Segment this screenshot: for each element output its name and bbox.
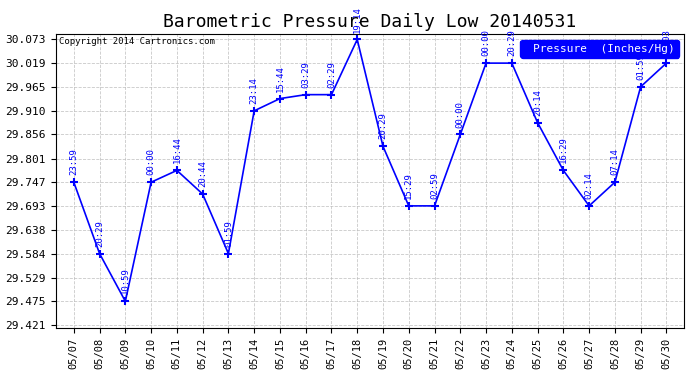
Text: 02:14: 02:14 xyxy=(584,172,593,199)
Text: 03:29: 03:29 xyxy=(302,61,310,88)
Text: 16:29: 16:29 xyxy=(559,136,568,164)
Text: 23:59: 23:59 xyxy=(69,148,78,175)
Text: 00:00: 00:00 xyxy=(482,29,491,56)
Text: 23:14: 23:14 xyxy=(250,77,259,104)
Text: 19:14: 19:14 xyxy=(353,6,362,33)
Text: 20:44: 20:44 xyxy=(198,160,207,187)
Title: Barometric Pressure Daily Low 20140531: Barometric Pressure Daily Low 20140531 xyxy=(164,13,577,31)
Text: 03:03: 03:03 xyxy=(662,29,671,56)
Text: 02:29: 02:29 xyxy=(327,61,336,88)
Text: 10:59: 10:59 xyxy=(121,267,130,294)
Legend: Pressure  (Inches/Hg): Pressure (Inches/Hg) xyxy=(520,40,679,57)
Text: 07:14: 07:14 xyxy=(611,148,620,175)
Text: 20:29: 20:29 xyxy=(95,220,104,247)
Text: 20:29: 20:29 xyxy=(507,29,516,56)
Text: 01:59: 01:59 xyxy=(224,220,233,247)
Text: 01:59: 01:59 xyxy=(636,53,645,80)
Text: 16:44: 16:44 xyxy=(172,136,181,164)
Text: 15:29: 15:29 xyxy=(404,172,413,199)
Text: 15:44: 15:44 xyxy=(275,65,284,92)
Text: 20:29: 20:29 xyxy=(379,112,388,140)
Text: 00:00: 00:00 xyxy=(456,100,465,128)
Text: 20:14: 20:14 xyxy=(533,89,542,116)
Text: 02:59: 02:59 xyxy=(430,172,439,199)
Text: 00:00: 00:00 xyxy=(146,148,156,175)
Text: Copyright 2014 Cartronics.com: Copyright 2014 Cartronics.com xyxy=(59,37,215,46)
